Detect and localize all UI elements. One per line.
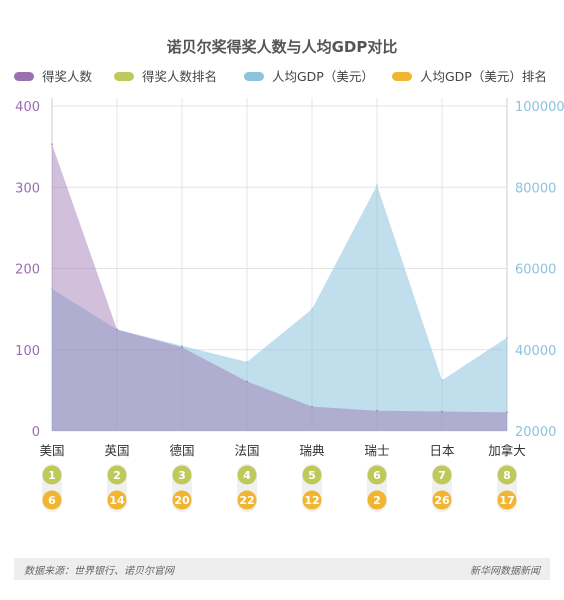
gdp-rank-value: 6 xyxy=(48,494,56,507)
gdp-rank-badge xyxy=(302,490,322,510)
prize-point xyxy=(246,380,248,383)
x-tick-label: 瑞士 xyxy=(364,443,389,458)
prize-rank-value: 5 xyxy=(308,469,316,482)
legend-swatch xyxy=(392,72,412,81)
x-tick-label: 瑞典 xyxy=(299,443,324,458)
gdp-rank-badge xyxy=(497,490,517,510)
y-tick-left: 100 xyxy=(15,344,40,359)
gdp-rank-value: 14 xyxy=(109,494,125,507)
x-tick-label: 日本 xyxy=(429,443,455,458)
prize-point xyxy=(441,410,443,413)
legend-label: 得奖人数 xyxy=(42,69,93,84)
x-tick-label: 加拿大 xyxy=(488,443,526,458)
prize-point xyxy=(311,405,313,408)
prize-rank-value: 8 xyxy=(503,469,511,482)
legend-label: 人均GDP（美元）排名 xyxy=(420,69,547,84)
prize-area xyxy=(52,144,507,431)
gdp-point xyxy=(441,379,443,382)
prize-rank-badge xyxy=(432,465,452,485)
prize-rank-value: 7 xyxy=(438,469,446,482)
gdp-point xyxy=(181,344,183,347)
gdp-rank-badge xyxy=(172,490,192,510)
legend-swatch xyxy=(114,72,134,81)
gdp-rank-badge xyxy=(107,490,127,510)
y-tick-right: 40000 xyxy=(515,344,556,359)
prize-rank-value: 1 xyxy=(48,469,56,482)
x-tick-label: 美国 xyxy=(39,443,64,458)
prize-rank-badge xyxy=(172,465,192,485)
gdp-point xyxy=(51,288,53,290)
source-note: 数据来源：世界银行、诺贝尔官网 xyxy=(24,566,174,577)
y-tick-left: 400 xyxy=(15,100,40,115)
prize-rank-value: 3 xyxy=(178,469,186,482)
prize-point xyxy=(116,328,118,331)
gdp-point xyxy=(376,184,378,187)
gdp-point xyxy=(506,336,508,339)
gdp-rank-value: 22 xyxy=(239,494,254,507)
gdp-area xyxy=(52,185,507,431)
gdp-rank-badge xyxy=(42,490,62,510)
prize-rank-badge xyxy=(302,465,322,485)
prize-point xyxy=(181,346,183,349)
y-tick-left: 200 xyxy=(15,263,40,278)
gdp-rank-badge xyxy=(367,490,387,510)
prize-rank-badge xyxy=(367,465,387,485)
y-tick-right: 60000 xyxy=(515,263,556,278)
x-tick-label: 法国 xyxy=(234,443,259,458)
gdp-rank-value: 2 xyxy=(373,494,381,507)
gdp-rank-value: 17 xyxy=(499,494,514,507)
chart-title: 诺贝尔奖得奖人数与人均GDP对比 xyxy=(167,38,398,56)
x-tick-label: 英国 xyxy=(104,443,129,458)
legend-label: 人均GDP（美元） xyxy=(272,69,374,84)
prize-rank-badge xyxy=(237,465,257,485)
gdp-rank-badge xyxy=(432,490,452,510)
y-tick-right: 20000 xyxy=(515,425,556,440)
y-tick-right: 100000 xyxy=(515,100,564,115)
prize-rank-badge xyxy=(497,465,517,485)
prize-point xyxy=(51,143,53,145)
prize-rank-badge xyxy=(42,465,62,485)
y-tick-left: 300 xyxy=(15,181,40,196)
legend-swatch xyxy=(14,72,34,81)
prize-rank-badge xyxy=(107,465,127,485)
gdp-rank-value: 26 xyxy=(434,494,450,507)
gdp-rank-value: 20 xyxy=(174,494,190,507)
footer-bar: 数据来源：世界银行、诺贝尔官网 新华网数据新闻 xyxy=(14,558,550,580)
prize-rank-value: 2 xyxy=(113,469,121,482)
legend-swatch xyxy=(244,72,264,81)
prize-point xyxy=(506,411,508,414)
y-tick-left: 0 xyxy=(32,425,40,440)
prize-point xyxy=(376,409,378,412)
gdp-point xyxy=(246,361,248,363)
gdp-rank-value: 12 xyxy=(304,494,319,507)
prize-rank-value: 6 xyxy=(373,469,381,482)
brand-label: 新华网数据新闻 xyxy=(470,566,540,577)
prize-rank-value: 4 xyxy=(243,469,251,482)
legend-label: 得奖人数排名 xyxy=(142,69,217,84)
gdp-rank-badge xyxy=(237,490,257,510)
y-tick-right: 80000 xyxy=(515,181,556,196)
x-tick-label: 德国 xyxy=(169,443,194,458)
gdp-point xyxy=(311,308,313,310)
